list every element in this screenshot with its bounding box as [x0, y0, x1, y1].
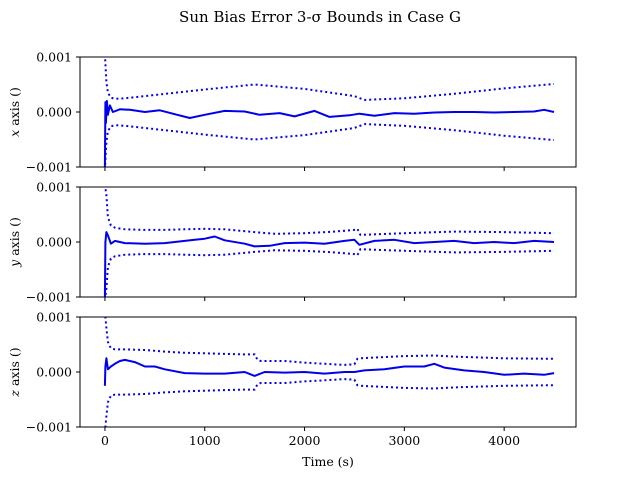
y-tick-label: 0.001 [36, 180, 72, 195]
y-tick-label: −0.001 [26, 420, 72, 435]
upper-3sigma-bound-x [104, 57, 555, 101]
y-axis-label-y: y axis () [7, 217, 22, 268]
bias-error-line-x [103, 100, 555, 167]
lower-3sigma-bound-y [104, 248, 555, 297]
y-tick-label: −0.001 [26, 160, 72, 175]
x-tick-label: 0 [101, 433, 109, 448]
x-tick-label: 2000 [289, 433, 321, 448]
y-axis-label-x: x axis () [7, 87, 22, 137]
x-axis-label: Time (s) [302, 454, 354, 469]
upper-3sigma-bound-z [104, 317, 555, 366]
upper-3sigma-bound-y [104, 187, 555, 236]
y-tick-label: 0.001 [36, 50, 72, 65]
y-axis-label-z: z axis () [7, 347, 22, 397]
subplot-z: −0.001 0.000 0.001 0 1000 2000 3000 4000 z axis … [7, 310, 577, 448]
y-tick-label: −0.001 [26, 290, 72, 305]
axes-frame-z [79, 316, 577, 428]
lower-3sigma-bound-x [104, 123, 555, 167]
y-tick-label: 0.001 [36, 310, 72, 325]
bias-error-line-y [103, 231, 555, 297]
bias-error-line-z [103, 357, 555, 386]
subplot-panels: −0.001 0.000 0.001 x axis () −0.001 0.000 0.00… [7, 50, 577, 448]
x-tick-label: 3000 [388, 433, 420, 448]
y-tick-label: 0.000 [36, 105, 72, 120]
x-tick-label: 1000 [189, 433, 221, 448]
x-tick-label: 4000 [488, 433, 520, 448]
lower-3sigma-bound-z [104, 378, 555, 427]
y-tick-label: 0.000 [36, 235, 72, 250]
subplot-x: −0.001 0.000 0.001 x axis () [7, 50, 577, 175]
subplot-y: −0.001 0.000 0.001 y axis () [7, 180, 577, 305]
chart-title: Sun Bias Error 3-σ Bounds in Case G [179, 8, 461, 26]
y-tick-label: 0.000 [36, 365, 72, 380]
